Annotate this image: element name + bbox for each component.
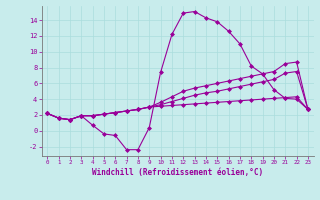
X-axis label: Windchill (Refroidissement éolien,°C): Windchill (Refroidissement éolien,°C) — [92, 168, 263, 177]
